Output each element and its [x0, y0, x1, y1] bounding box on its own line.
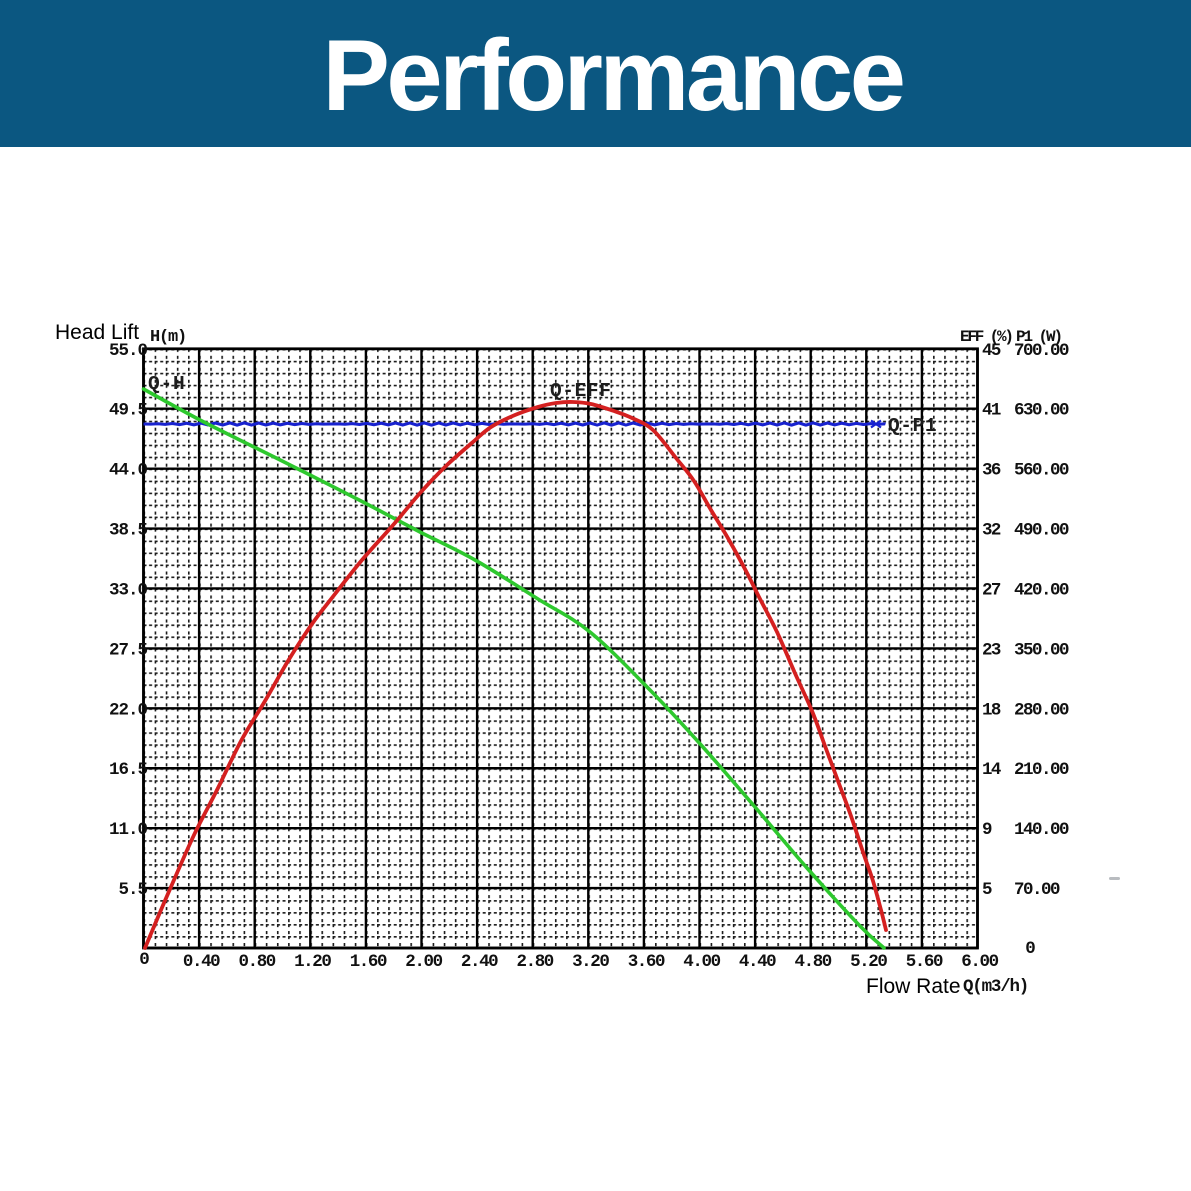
svg-text:2.40: 2.40 [461, 952, 498, 972]
svg-text:1.60: 1.60 [350, 952, 387, 972]
svg-text:1.20: 1.20 [294, 952, 331, 972]
svg-text:560.00: 560.00 [1014, 461, 1069, 481]
svg-text:22.0: 22.0 [109, 700, 148, 720]
svg-text:0.80: 0.80 [238, 952, 275, 972]
svg-text:4.80: 4.80 [794, 952, 831, 972]
svg-text:18: 18 [982, 700, 1001, 720]
svg-text:0.40: 0.40 [183, 952, 220, 972]
svg-text:0: 0 [1025, 939, 1035, 959]
svg-text:3.60: 3.60 [628, 952, 665, 972]
svg-text:27: 27 [982, 581, 1001, 601]
svg-text:P1 (W): P1 (W) [1016, 328, 1061, 346]
svg-text:55.0: 55.0 [109, 341, 148, 361]
svg-text:70.00: 70.00 [1014, 880, 1060, 900]
svg-text:Q-EFF: Q-EFF [550, 380, 612, 402]
svg-text:5: 5 [982, 880, 992, 900]
svg-text:14: 14 [982, 760, 1001, 780]
svg-text:33.0: 33.0 [109, 581, 148, 601]
svg-text:420.00: 420.00 [1014, 581, 1069, 601]
svg-text:630.00: 630.00 [1014, 401, 1069, 421]
svg-text:36: 36 [982, 461, 1001, 481]
svg-text:2.80: 2.80 [516, 952, 553, 972]
svg-text:280.00: 280.00 [1014, 700, 1069, 720]
svg-text:Head Lift: Head Lift [55, 321, 139, 344]
svg-text:5.5: 5.5 [118, 880, 147, 900]
svg-text:49.5: 49.5 [109, 401, 148, 421]
svg-text:210.00: 210.00 [1014, 760, 1069, 780]
svg-text:4.40: 4.40 [739, 952, 776, 972]
svg-text:6.00: 6.00 [961, 952, 998, 972]
svg-text:9: 9 [982, 820, 992, 840]
svg-text:5.60: 5.60 [906, 952, 943, 972]
svg-text:4.00: 4.00 [683, 952, 720, 972]
svg-text:H(m): H(m) [150, 328, 186, 347]
svg-text:23: 23 [982, 640, 1001, 660]
svg-text:16.5: 16.5 [109, 760, 148, 780]
svg-text:Q(m3/h): Q(m3/h) [963, 977, 1028, 997]
svg-text:Q-P1: Q-P1 [888, 415, 937, 437]
svg-text:490.00: 490.00 [1014, 521, 1069, 541]
svg-text:0: 0 [139, 950, 149, 970]
svg-text:700.00: 700.00 [1014, 341, 1069, 361]
svg-text:5.20: 5.20 [850, 952, 887, 972]
svg-text:44.0: 44.0 [109, 461, 148, 481]
svg-text:350.00: 350.00 [1014, 640, 1069, 660]
svg-text:27.5: 27.5 [109, 640, 148, 660]
svg-text:11.0: 11.0 [109, 820, 148, 840]
svg-text:32: 32 [982, 521, 1001, 541]
svg-text:3.20: 3.20 [572, 952, 609, 972]
svg-text:Flow Rate: Flow Rate [866, 975, 961, 998]
svg-text:140.00: 140.00 [1014, 820, 1069, 840]
svg-text:41: 41 [982, 401, 1001, 421]
svg-text:2.00: 2.00 [405, 952, 442, 972]
svg-text:Q-H: Q-H [148, 373, 186, 395]
svg-text:45: 45 [982, 341, 1001, 361]
svg-text:EFF (%): EFF (%) [960, 328, 1012, 346]
svg-text:38.5: 38.5 [109, 521, 148, 541]
